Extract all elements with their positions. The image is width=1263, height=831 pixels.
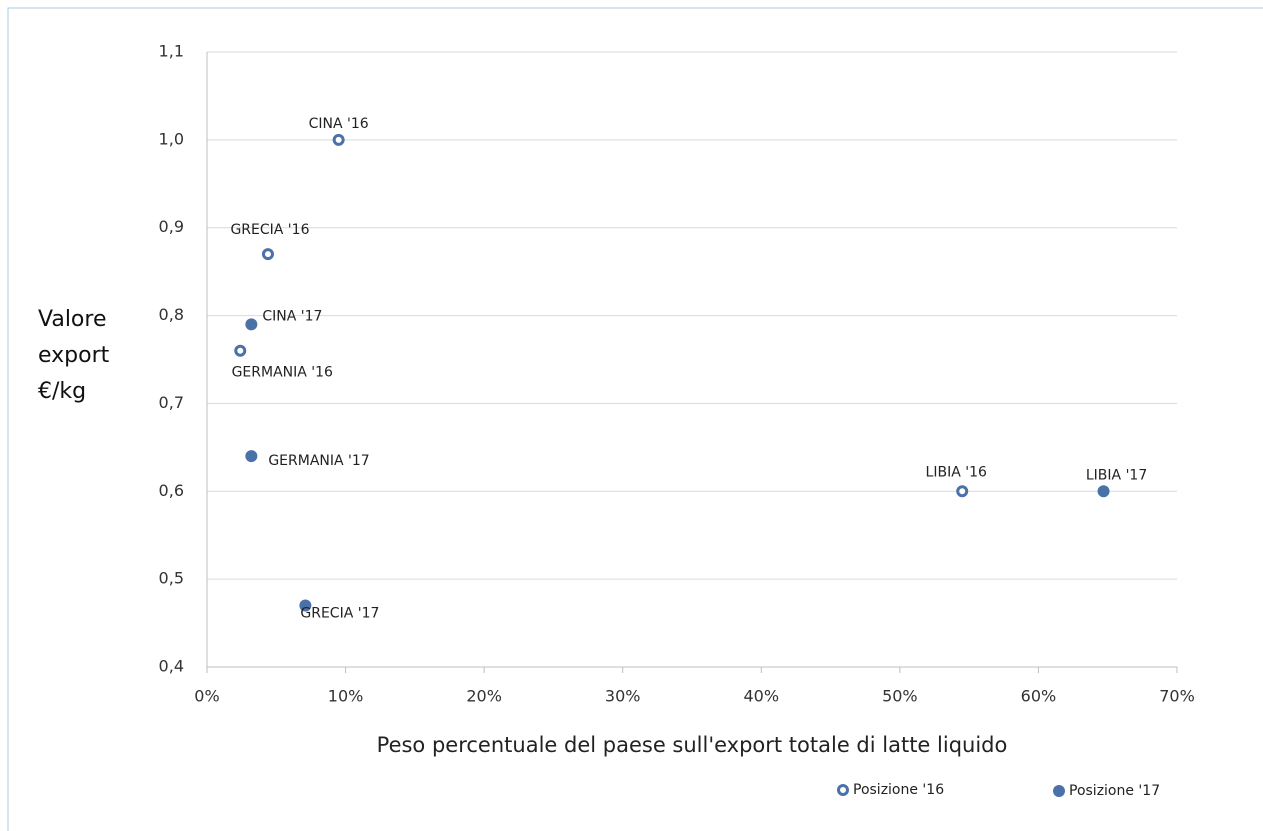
point [299,599,312,612]
frame [7,7,1263,831]
point [1097,485,1110,498]
y-tick-label: 1,0 [159,129,184,148]
point [332,133,345,146]
point-label: LIBIA '17 [1086,467,1147,483]
y-tick-label: 0,8 [159,305,184,324]
point [261,248,274,261]
point [956,485,969,498]
legend-marker [837,784,849,796]
point-label: CINA '17 [262,308,322,324]
x-tick-label: 40% [744,687,780,706]
x-tick-label: 0% [194,687,219,706]
point-label: GRECIA '17 [300,606,379,622]
x-tick-label: 60% [1021,687,1057,706]
point-label: GERMANIA '17 [268,453,369,469]
x-axis-title: Peso percentuale del paese sull'export t… [377,733,1008,757]
point-label: GERMANIA '16 [232,365,333,381]
y-tick-label: 0,7 [159,393,184,412]
point-label: GRECIA '16 [230,222,309,238]
y-tick-label: 1,1 [159,42,184,61]
legend-label: Posizione '17 [1069,783,1160,799]
point [234,344,247,357]
point [245,450,258,463]
x-tick-label: 50% [882,687,918,706]
y-tick-label: 0,5 [159,569,184,588]
point [245,318,258,331]
y-tick-label: 0,6 [159,481,184,500]
point-label: LIBIA '16 [926,464,987,480]
x-tick-label: 30% [605,687,641,706]
legend-label: Posizione '16 [853,782,944,798]
y-tick-label: 0,4 [159,657,184,676]
x-tick-label: 20% [466,687,502,706]
x-tick-label: 10% [328,687,364,706]
point-label: CINA '16 [309,116,369,132]
y-axis-title: Valore export €/kg [38,307,110,404]
legend-marker [1053,785,1065,797]
y-tick-label: 0,9 [159,217,184,236]
x-tick-label: 70% [1159,687,1195,706]
